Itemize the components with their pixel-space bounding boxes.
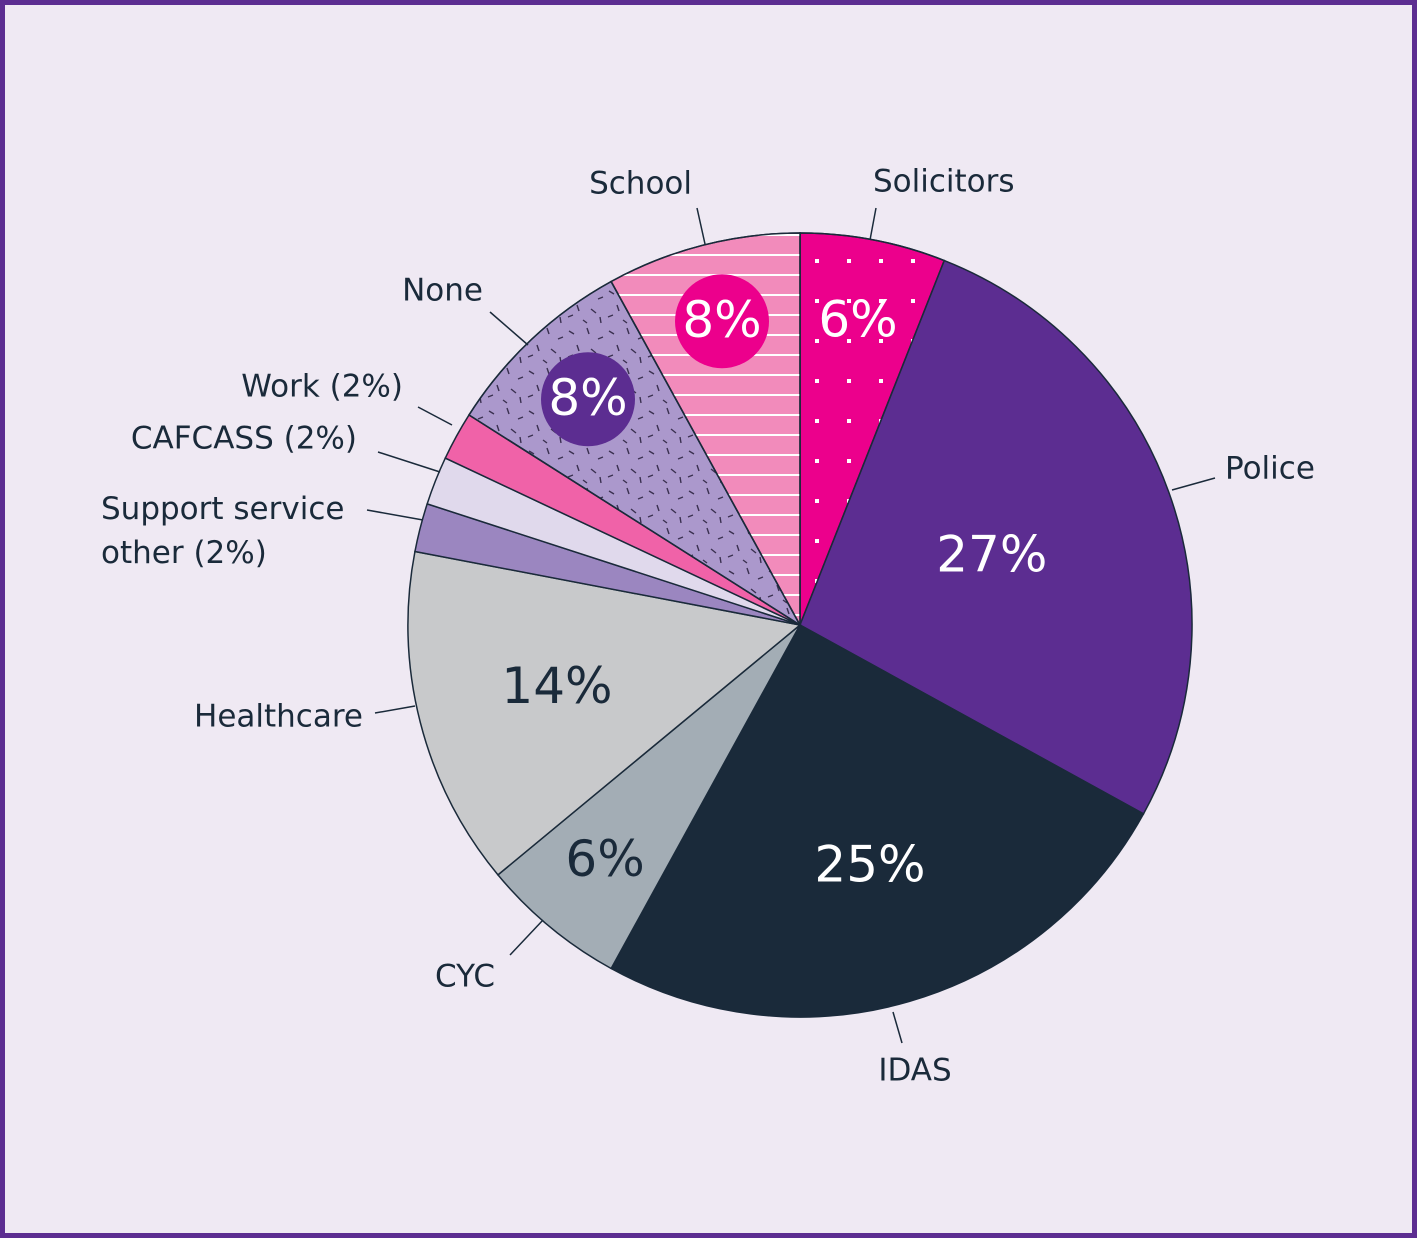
value-label: 27% [936, 525, 1047, 583]
leader-line [489, 311, 529, 346]
category-label: IDAS [878, 1053, 951, 1089]
category-label: Work (2%) [241, 369, 403, 405]
label-badge [675, 274, 770, 369]
label-badge [541, 352, 636, 447]
value-label: 8% [548, 369, 627, 427]
leader-line [377, 451, 441, 473]
pie-slice [407, 550, 802, 876]
leader-line [1171, 477, 1216, 491]
value-label: 25% [814, 835, 925, 893]
pie-slice [496, 624, 801, 970]
value-label: 8% [682, 291, 761, 349]
leader-line [869, 207, 877, 241]
chart: 6% Solicitors 27% Police 25% IDAS 6% CYC 14% Heal… [131, 164, 1315, 1089]
value-label: 6% [565, 830, 644, 888]
category-label: School [589, 166, 692, 202]
category-label: Solicitors [873, 164, 1015, 200]
category-label: Police [1225, 451, 1315, 487]
slice-pattern [799, 232, 946, 626]
leader-line [374, 705, 416, 714]
pie-slice [799, 259, 1193, 815]
leader-line [417, 406, 453, 426]
leader-line [509, 919, 544, 956]
value-label: 6% [818, 290, 897, 348]
pie-slice [610, 623, 1145, 1018]
category-label: CYC [435, 959, 495, 995]
leader-line [366, 509, 424, 521]
category-label: Support service other (2%) [101, 491, 345, 571]
leader-line [892, 1011, 903, 1044]
category-label: Healthcare [194, 699, 363, 735]
category-label: None [402, 273, 483, 309]
category-label: CAFCASS (2%) [131, 421, 357, 457]
slice-pattern [467, 280, 801, 626]
value-label: 14% [501, 657, 612, 715]
leader-line [696, 207, 706, 245]
